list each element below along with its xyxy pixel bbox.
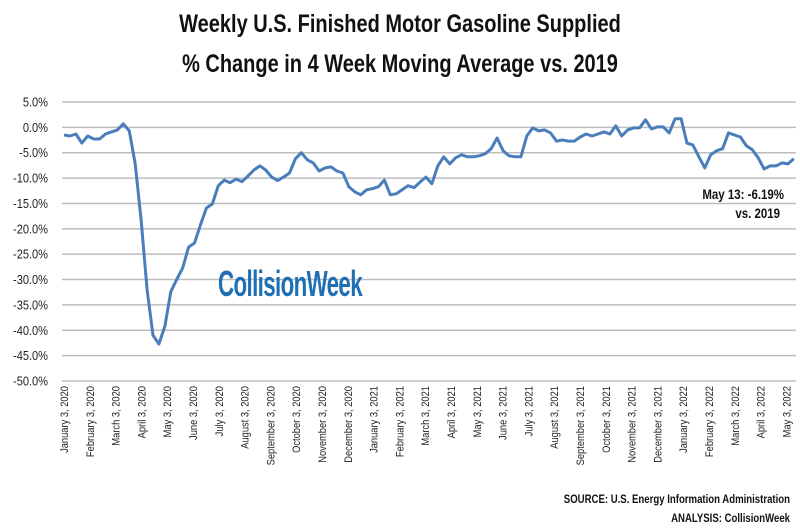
- x-tick-label: September 3, 2021: [575, 386, 587, 466]
- y-tick-label: -10.0%: [13, 171, 48, 186]
- x-tick-label: August 3, 2020: [240, 386, 252, 449]
- x-tick-label: April 3, 2020: [137, 386, 149, 439]
- x-tick-label: November 3, 2021: [627, 386, 639, 463]
- chart-subtitle: % Change in 4 Week Moving Average vs. 20…: [182, 50, 618, 78]
- y-tick-label: 5.0%: [23, 95, 48, 110]
- x-tick-label: April 3, 2021: [446, 386, 458, 439]
- x-tick-label: January 3, 2022: [679, 386, 691, 453]
- analysis-text: ANALYSIS: CollisionWeek: [671, 512, 791, 525]
- y-tick-label: -40.0%: [13, 323, 48, 338]
- x-tick-label: February 3, 2022: [704, 386, 716, 457]
- collisionweek-logo: CollisionWeek: [218, 265, 363, 305]
- y-tick-label: -15.0%: [13, 196, 48, 211]
- x-tick-label: November 3, 2020: [317, 386, 329, 463]
- x-tick-label: March 3, 2020: [111, 386, 123, 446]
- y-tick-label: -35.0%: [13, 298, 48, 313]
- x-tick-label: February 3, 2020: [85, 386, 97, 457]
- series-line: [63, 117, 795, 346]
- y-tick-label: 0.0%: [23, 120, 48, 135]
- x-tick-label: October 3, 2021: [601, 386, 613, 453]
- x-axis-labels: January 3, 2020 February 3, 2020 March 3, …: [59, 386, 793, 466]
- gridlines: [62, 101, 796, 382]
- y-tick-label: -25.0%: [13, 247, 48, 262]
- x-tick-label: September 3, 2020: [266, 386, 278, 466]
- x-tick-label: July 3, 2021: [524, 386, 536, 437]
- x-tick-label: June 3, 2021: [498, 386, 510, 440]
- x-tick-label: June 3, 2020: [188, 386, 200, 440]
- x-tick-label: March 3, 2021: [421, 386, 433, 446]
- x-tick-label: July 3, 2020: [214, 386, 226, 437]
- source-text: SOURCE: U.S. Energy Information Administ…: [564, 493, 790, 506]
- chart-title: Weekly U.S. Finished Motor Gasoline Supp…: [179, 10, 621, 38]
- data-points: [63, 118, 794, 345]
- x-tick-label: May 3, 2021: [472, 386, 484, 438]
- y-tick-label: -45.0%: [13, 348, 48, 363]
- annotation-vs: vs. 2019: [735, 205, 780, 221]
- y-axis-labels: 5.0% 0.0% -5.0% -10.0% -15.0% -20.0% -25.0% -30…: [13, 95, 48, 389]
- y-tick-label: -20.0%: [13, 221, 48, 236]
- annotation-value: May 13: -6.19%: [702, 186, 784, 202]
- x-tick-label: January 3, 2021: [369, 386, 381, 453]
- x-tick-label: December 3, 2020: [343, 386, 355, 463]
- x-tick-label: December 3, 2021: [653, 386, 665, 463]
- y-tick-label: -50.0%: [13, 374, 48, 389]
- x-tick-label: October 3, 2020: [292, 386, 304, 453]
- x-tick-label: January 3, 2020: [59, 386, 71, 453]
- x-tick-label: May 3, 2020: [163, 386, 175, 438]
- x-tick-label: August 3, 2021: [550, 386, 562, 449]
- y-tick-label: -5.0%: [19, 145, 48, 160]
- x-tick-label: February 3, 2021: [395, 386, 407, 457]
- x-tick-label: March 3, 2022: [730, 386, 742, 446]
- x-tick-label: April 3, 2022: [756, 386, 768, 439]
- y-tick-label: -30.0%: [13, 272, 48, 287]
- x-tick-label: May 3, 2022: [782, 386, 794, 438]
